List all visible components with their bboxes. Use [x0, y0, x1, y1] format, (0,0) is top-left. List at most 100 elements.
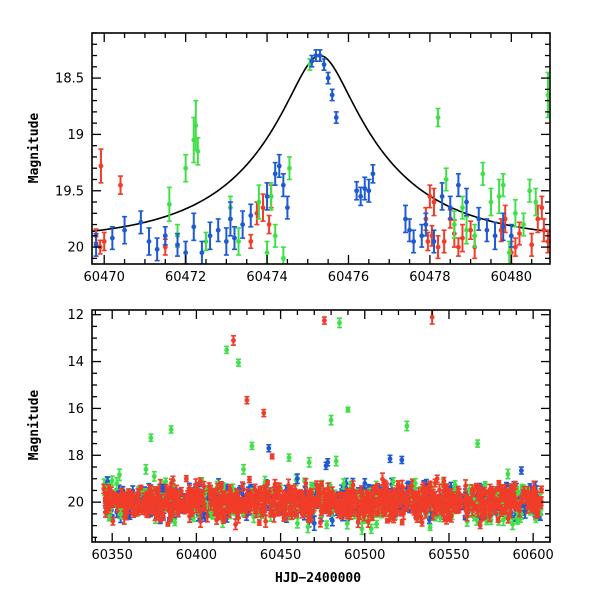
data-point [138, 210, 144, 235]
data-point [256, 184, 262, 220]
baseline-point [404, 505, 410, 512]
data-point [166, 186, 172, 222]
data-point [162, 226, 168, 246]
data-point [435, 235, 441, 260]
baseline-point [495, 516, 501, 523]
data-point [174, 232, 180, 257]
data-point [183, 153, 189, 183]
baseline-point [368, 523, 374, 535]
data-point [512, 198, 518, 228]
data-point [272, 161, 278, 186]
top-x-tick-label: 60476 [328, 270, 369, 285]
data-point [321, 58, 327, 71]
baseline-point [126, 497, 132, 504]
data-point [402, 204, 408, 234]
data-point [459, 195, 465, 220]
data-point [464, 187, 470, 217]
baseline-point [324, 520, 330, 530]
data-point [539, 195, 545, 220]
top-y-tick-label: 20 [67, 241, 84, 256]
data-point [431, 187, 437, 217]
baseline-point [516, 501, 522, 508]
baseline-point [510, 518, 516, 531]
data-point [227, 201, 233, 237]
top-y-axis-label: Magnitude [27, 113, 42, 184]
data-point [231, 226, 237, 251]
top-panel: 60470 60472 60474 60476 60478 60480 18.5 19 19.5… [27, 32, 551, 285]
baseline-point [123, 491, 129, 498]
baseline-point [533, 497, 539, 504]
top-x-tick-label: 60480 [491, 270, 532, 285]
data-point [500, 173, 506, 198]
data-point [484, 218, 490, 243]
data-point [407, 218, 413, 243]
data-point [370, 164, 376, 184]
baseline-point [427, 523, 433, 532]
baseline-point [359, 522, 365, 536]
data-point [500, 212, 506, 242]
bottom-y-tick-label: 18 [67, 449, 84, 464]
data-point [260, 193, 266, 222]
data-point [439, 182, 445, 211]
bottom-y-axis-label: Magnitude [27, 390, 42, 461]
baseline-point [231, 495, 237, 502]
baseline-point [235, 512, 241, 520]
data-point [207, 221, 213, 251]
data-point [468, 220, 474, 241]
data-point [435, 107, 441, 128]
baseline-point [384, 518, 390, 524]
baseline-point [256, 519, 262, 526]
baseline-point [534, 506, 540, 513]
data-point [541, 218, 547, 243]
top-data-layer [92, 49, 550, 264]
data-point [476, 206, 482, 231]
bottom-y-tick-label: 12 [67, 308, 84, 323]
data-point [488, 187, 494, 217]
bottom-x-axis-label: HJD−2400000 [275, 571, 361, 586]
data-point [535, 204, 541, 234]
bottom-x-tick-label: 60550 [428, 548, 469, 563]
data-point [329, 88, 335, 102]
top-y-tick-label: 19.5 [55, 184, 84, 199]
baseline-point [130, 491, 136, 498]
data-point [223, 227, 229, 256]
baseline-point [494, 486, 500, 493]
data-point [480, 161, 486, 186]
bottom-plot-area [101, 310, 545, 536]
data-point [464, 215, 470, 245]
data-point [280, 173, 286, 198]
data-point [443, 167, 449, 192]
data-point [521, 212, 527, 237]
data-point [472, 223, 478, 248]
data-point [154, 237, 160, 262]
bottom-y-tick-label: 16 [67, 402, 84, 417]
data-point [284, 195, 290, 220]
data-point [459, 223, 465, 253]
baseline-point [374, 519, 380, 529]
data-point [266, 214, 272, 235]
baseline-point [463, 479, 469, 493]
baseline-point [467, 496, 473, 503]
baseline-point [116, 468, 122, 482]
data-point [325, 71, 331, 85]
bottom-y-tick-label: 20 [67, 496, 84, 511]
baseline-point [375, 510, 381, 517]
data-point [215, 218, 221, 243]
data-point [195, 136, 201, 166]
top-y-tick-label: 18.5 [55, 72, 84, 87]
baseline-point [390, 477, 396, 487]
data-point [512, 237, 518, 257]
top-axes: 60470 60472 60474 60476 60478 60480 18.5 19 19.5… [55, 32, 551, 285]
data-point [492, 221, 498, 251]
baseline-point [482, 480, 488, 487]
baseline-point [399, 519, 405, 526]
top-x-tick-label: 60474 [246, 270, 287, 285]
data-point [354, 180, 360, 201]
data-point [203, 231, 209, 252]
data-point [447, 195, 453, 220]
bottom-data-layer [101, 310, 545, 536]
baseline-point [172, 518, 178, 527]
baseline-point [265, 479, 271, 486]
data-point [117, 175, 123, 195]
